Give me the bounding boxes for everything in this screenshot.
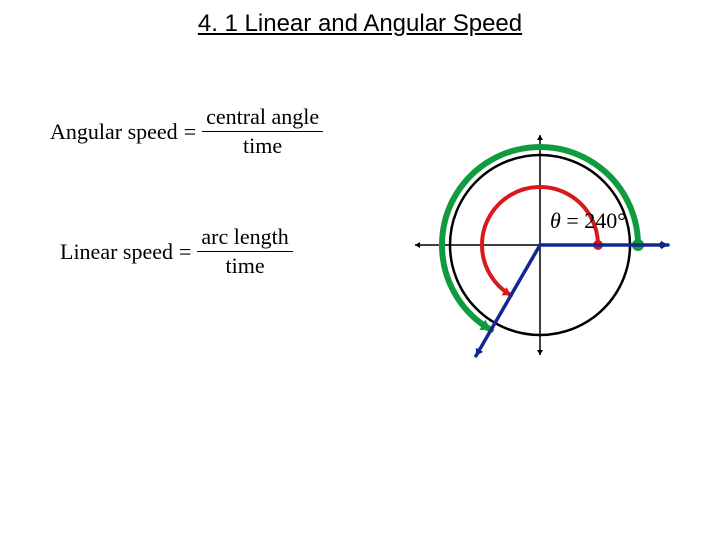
page-title: 4. 1 Linear and Angular Speed xyxy=(0,10,720,38)
theta-eq: = xyxy=(561,208,584,233)
angular-fraction: central angle time xyxy=(202,105,323,158)
theta-value: 240° xyxy=(584,208,626,233)
theta-label: θ = 240° xyxy=(550,208,626,234)
linear-lhs: Linear speed xyxy=(60,239,173,265)
theta-symbol: θ xyxy=(550,208,561,233)
angular-eq: = xyxy=(184,119,196,145)
linear-speed-formula: Linear speed = arc length time xyxy=(60,225,293,278)
angular-lhs: Angular speed xyxy=(50,119,178,145)
angle-diagram: θ = 240° xyxy=(400,95,680,375)
linear-fraction: arc length time xyxy=(197,225,292,278)
angular-denominator: time xyxy=(239,132,286,158)
angular-speed-formula: Angular speed = central angle time xyxy=(50,105,323,158)
angle-diagram-svg xyxy=(400,95,680,375)
linear-numerator: arc length xyxy=(197,225,292,252)
linear-denominator: time xyxy=(222,252,269,278)
angular-numerator: central angle xyxy=(202,105,323,132)
linear-eq: = xyxy=(179,239,191,265)
